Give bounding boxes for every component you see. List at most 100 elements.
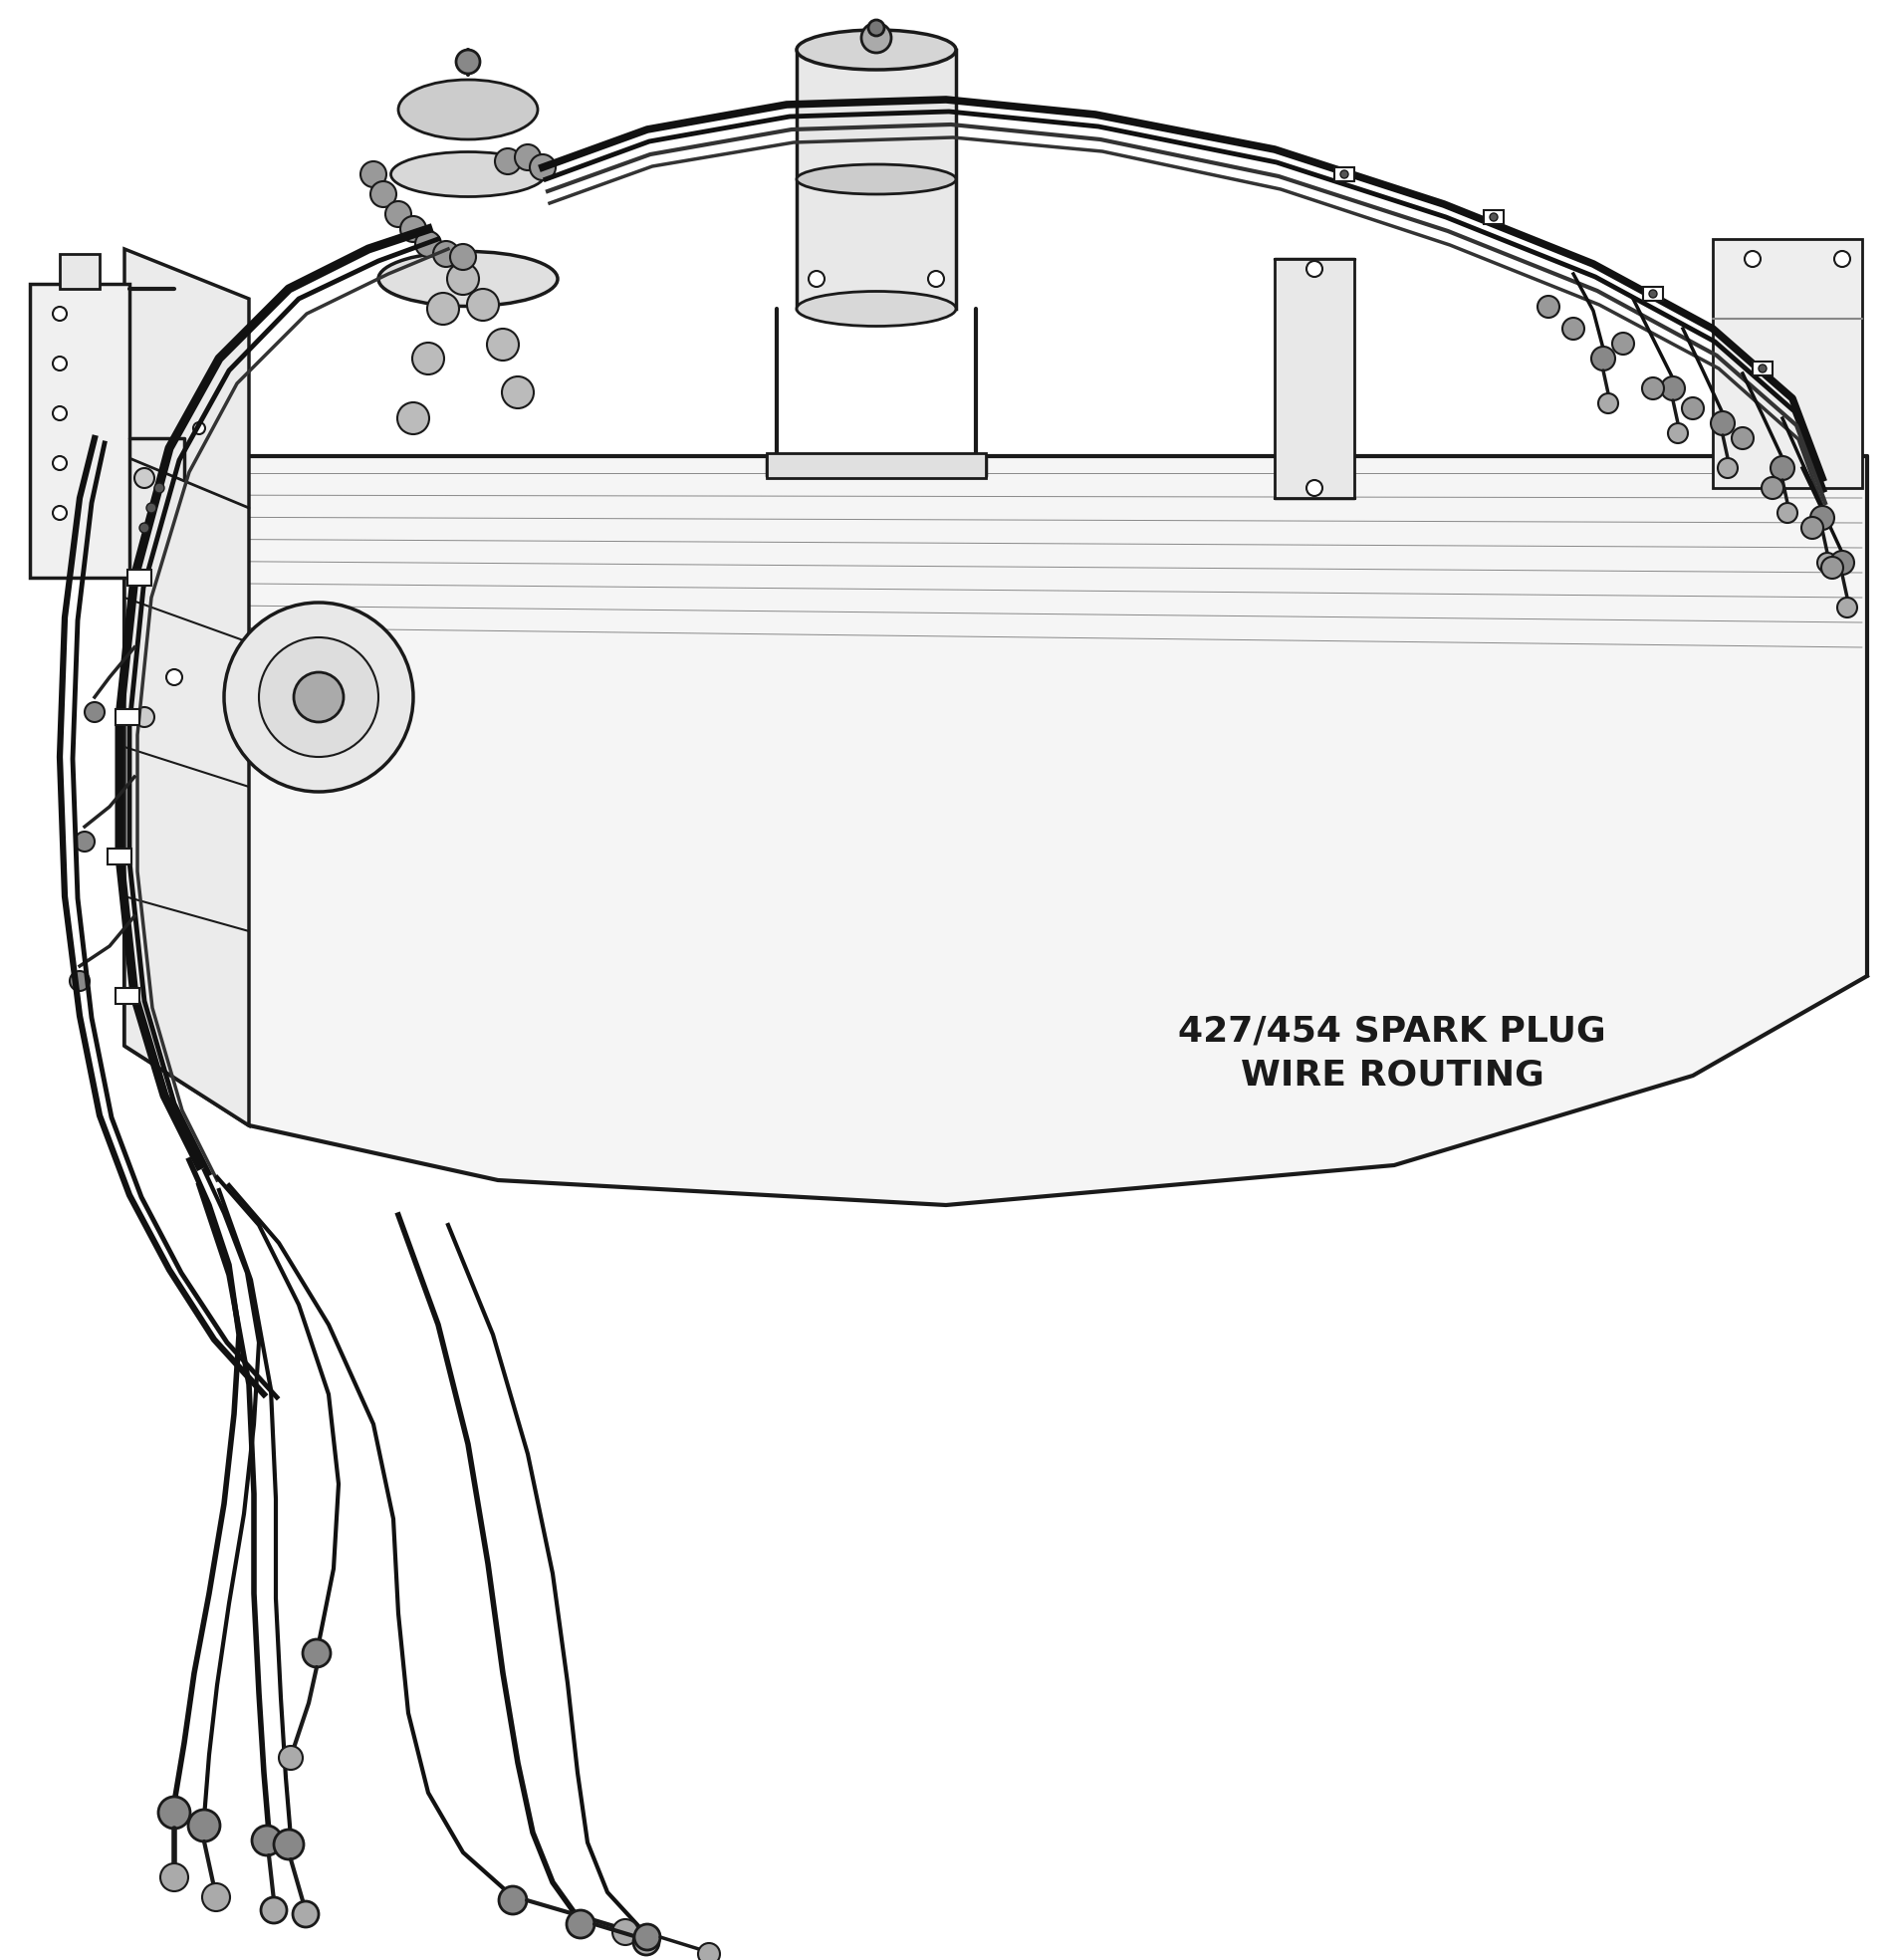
- Circle shape: [1830, 551, 1854, 574]
- Circle shape: [53, 406, 66, 419]
- Circle shape: [468, 288, 498, 321]
- Circle shape: [428, 292, 458, 325]
- Circle shape: [1650, 290, 1657, 298]
- Circle shape: [53, 457, 66, 470]
- Circle shape: [867, 20, 884, 35]
- Polygon shape: [30, 284, 129, 578]
- Circle shape: [699, 1942, 720, 1960]
- Circle shape: [146, 504, 157, 514]
- Circle shape: [1642, 378, 1665, 400]
- Circle shape: [70, 970, 89, 992]
- Polygon shape: [1644, 286, 1663, 300]
- Circle shape: [294, 672, 343, 721]
- Circle shape: [360, 161, 386, 188]
- Circle shape: [140, 523, 150, 533]
- Circle shape: [1307, 261, 1322, 276]
- Circle shape: [451, 243, 475, 270]
- Circle shape: [1731, 427, 1754, 449]
- Circle shape: [456, 49, 479, 74]
- Circle shape: [1538, 296, 1559, 318]
- Circle shape: [134, 708, 153, 727]
- Circle shape: [1818, 553, 1837, 572]
- Circle shape: [53, 308, 66, 321]
- Polygon shape: [116, 988, 140, 1004]
- Circle shape: [167, 668, 182, 686]
- Circle shape: [498, 1886, 527, 1915]
- Circle shape: [153, 482, 165, 494]
- Circle shape: [928, 270, 943, 286]
- Circle shape: [1771, 457, 1794, 480]
- Polygon shape: [1483, 210, 1504, 223]
- Circle shape: [74, 831, 95, 851]
- Circle shape: [502, 376, 534, 408]
- Circle shape: [384, 202, 411, 227]
- Polygon shape: [125, 457, 1867, 1205]
- Polygon shape: [127, 570, 152, 586]
- Polygon shape: [1275, 259, 1354, 498]
- Polygon shape: [116, 710, 140, 725]
- Circle shape: [515, 145, 540, 171]
- Circle shape: [494, 149, 521, 174]
- Polygon shape: [1335, 167, 1354, 180]
- Circle shape: [53, 357, 66, 370]
- Circle shape: [1612, 333, 1635, 355]
- Circle shape: [278, 1746, 303, 1770]
- Circle shape: [415, 231, 441, 257]
- Text: WIRE ROUTING: WIRE ROUTING: [1241, 1058, 1544, 1092]
- Circle shape: [1591, 347, 1616, 370]
- Circle shape: [1801, 517, 1824, 539]
- Circle shape: [85, 702, 104, 721]
- Circle shape: [1744, 251, 1761, 267]
- Circle shape: [809, 270, 824, 286]
- Circle shape: [1811, 506, 1833, 529]
- Ellipse shape: [797, 165, 956, 194]
- Circle shape: [633, 1929, 659, 1954]
- Circle shape: [1758, 365, 1767, 372]
- Circle shape: [1710, 412, 1735, 435]
- Circle shape: [1341, 171, 1349, 178]
- Circle shape: [1777, 504, 1797, 523]
- Ellipse shape: [797, 29, 956, 71]
- Circle shape: [398, 402, 430, 435]
- Circle shape: [371, 180, 396, 208]
- Ellipse shape: [390, 151, 545, 196]
- Circle shape: [261, 1897, 286, 1923]
- Circle shape: [862, 24, 892, 53]
- Circle shape: [134, 468, 153, 488]
- Circle shape: [252, 1825, 282, 1856]
- Circle shape: [1669, 423, 1688, 443]
- Circle shape: [161, 1864, 188, 1891]
- Circle shape: [634, 1925, 661, 1950]
- Polygon shape: [108, 849, 131, 864]
- Circle shape: [53, 506, 66, 519]
- Circle shape: [1563, 318, 1583, 339]
- Polygon shape: [1752, 361, 1773, 376]
- Polygon shape: [767, 453, 987, 478]
- Text: 427/454 SPARK PLUG: 427/454 SPARK PLUG: [1178, 1015, 1606, 1049]
- Circle shape: [223, 602, 413, 792]
- Circle shape: [566, 1911, 595, 1938]
- Circle shape: [400, 216, 426, 241]
- Circle shape: [1833, 251, 1850, 267]
- Circle shape: [413, 343, 443, 374]
- Circle shape: [434, 241, 458, 267]
- Circle shape: [612, 1919, 638, 1944]
- Polygon shape: [125, 249, 248, 1125]
- Circle shape: [1661, 376, 1686, 400]
- Circle shape: [193, 421, 205, 435]
- Polygon shape: [61, 255, 100, 288]
- Ellipse shape: [398, 80, 538, 139]
- Circle shape: [1599, 394, 1617, 414]
- Circle shape: [487, 329, 519, 361]
- Circle shape: [294, 1901, 318, 1927]
- Circle shape: [1822, 557, 1843, 578]
- Circle shape: [530, 155, 555, 180]
- Ellipse shape: [379, 251, 557, 306]
- Polygon shape: [1712, 239, 1862, 488]
- Circle shape: [1307, 480, 1322, 496]
- Circle shape: [1682, 398, 1705, 419]
- Circle shape: [159, 1797, 189, 1829]
- Circle shape: [259, 637, 379, 757]
- Polygon shape: [797, 49, 956, 310]
- Circle shape: [447, 263, 479, 294]
